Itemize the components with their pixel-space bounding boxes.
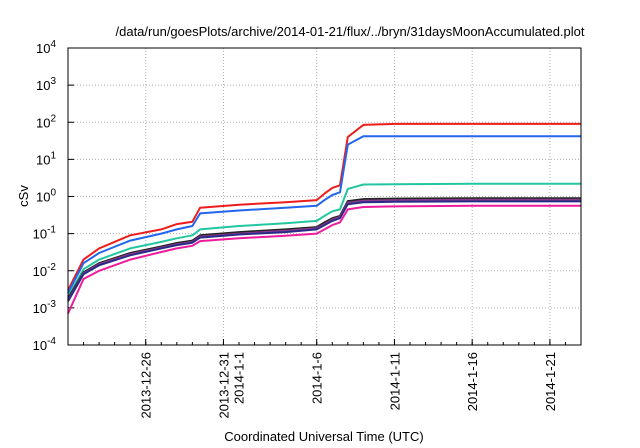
plot-frame — [67, 47, 582, 346]
x-axis-label: Coordinated Universal Time (UTC) — [224, 429, 423, 444]
x-tick-label: 2014-1-6 — [310, 352, 325, 404]
chart-title: /data/run/goesPlots/archive/2014-01-21/f… — [116, 24, 585, 39]
x-tick-label: 2013-12-31 — [216, 352, 231, 419]
y-axis-label: cSv — [16, 185, 31, 207]
y-tick-label: 10-4 — [33, 336, 57, 353]
series-group — [67, 122, 581, 315]
y-tick-label: 104 — [36, 39, 56, 56]
x-tick-label: 2014-1-11 — [387, 352, 402, 410]
y-tick-labels: 10-4 10-3 10-2 10-1 100 101 102 103 104 — [33, 39, 57, 353]
y-tick-label: 10-1 — [33, 225, 57, 242]
series-line-2 — [67, 135, 581, 294]
y-tick-label: 101 — [36, 150, 56, 167]
series-line-3 — [67, 182, 581, 298]
series-line-7 — [67, 204, 581, 315]
y-tick-label: 103 — [36, 76, 56, 93]
x-tick-label: 2014-1-16 — [465, 352, 480, 411]
x-tick-label: 2013-12-26 — [139, 352, 154, 419]
y-tick-label: 102 — [36, 113, 56, 130]
series-line-6 — [67, 200, 581, 302]
series-line-4 — [67, 197, 581, 299]
x-tick-label: 2014-1-21 — [543, 352, 558, 411]
series-line-1 — [67, 122, 581, 291]
grid — [68, 47, 581, 346]
x-tick-label: 2014-1-1 — [231, 352, 246, 404]
x-tick-labels: 2013-12-26 2013-12-31 2014-1-1 2014-1-6 2014… — [139, 352, 558, 419]
y-tick-label: 100 — [36, 188, 56, 205]
y-tick-label: 10-2 — [33, 262, 57, 279]
series-line-5 — [67, 198, 581, 301]
y-tick-label: 10-3 — [33, 299, 57, 316]
